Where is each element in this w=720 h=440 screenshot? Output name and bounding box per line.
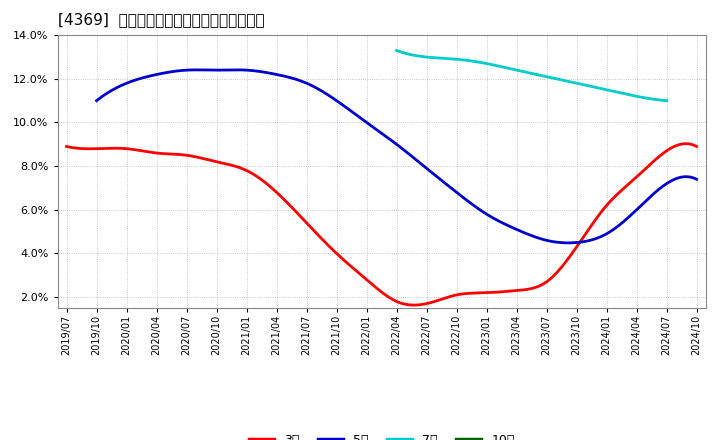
- 3年: [62, 144, 71, 149]
- 5年: [564, 240, 572, 246]
- 3年: [64, 144, 73, 150]
- Legend: 3年, 5年, 7年, 10年: 3年, 5年, 7年, 10年: [243, 429, 520, 440]
- Line: 5年: 5年: [96, 70, 697, 243]
- 5年: [94, 96, 103, 102]
- 3年: [595, 211, 604, 216]
- 7年: [553, 77, 562, 82]
- 3年: [635, 172, 644, 177]
- 3年: [450, 293, 459, 298]
- 7年: [637, 95, 646, 100]
- 5年: [462, 197, 470, 202]
- Line: 7年: 7年: [397, 51, 667, 101]
- 5年: [92, 98, 101, 103]
- Text: [4369]  経常利益マージンの標準偏差の推移: [4369] 経常利益マージンの標準偏差の推移: [58, 12, 264, 27]
- 5年: [640, 200, 649, 205]
- Line: 3年: 3年: [66, 144, 697, 305]
- 5年: [233, 67, 241, 73]
- 7年: [392, 48, 401, 53]
- 7年: [552, 76, 561, 81]
- 3年: [682, 141, 690, 147]
- 5年: [602, 231, 611, 237]
- 3年: [437, 297, 446, 302]
- 3年: [439, 296, 448, 301]
- 7年: [393, 48, 402, 53]
- 3年: [410, 302, 418, 308]
- 7年: [662, 98, 671, 103]
- 3年: [693, 144, 701, 149]
- 7年: [620, 91, 629, 96]
- 5年: [449, 187, 458, 193]
- 7年: [557, 77, 566, 83]
- 5年: [693, 176, 701, 182]
- 5年: [451, 189, 460, 194]
